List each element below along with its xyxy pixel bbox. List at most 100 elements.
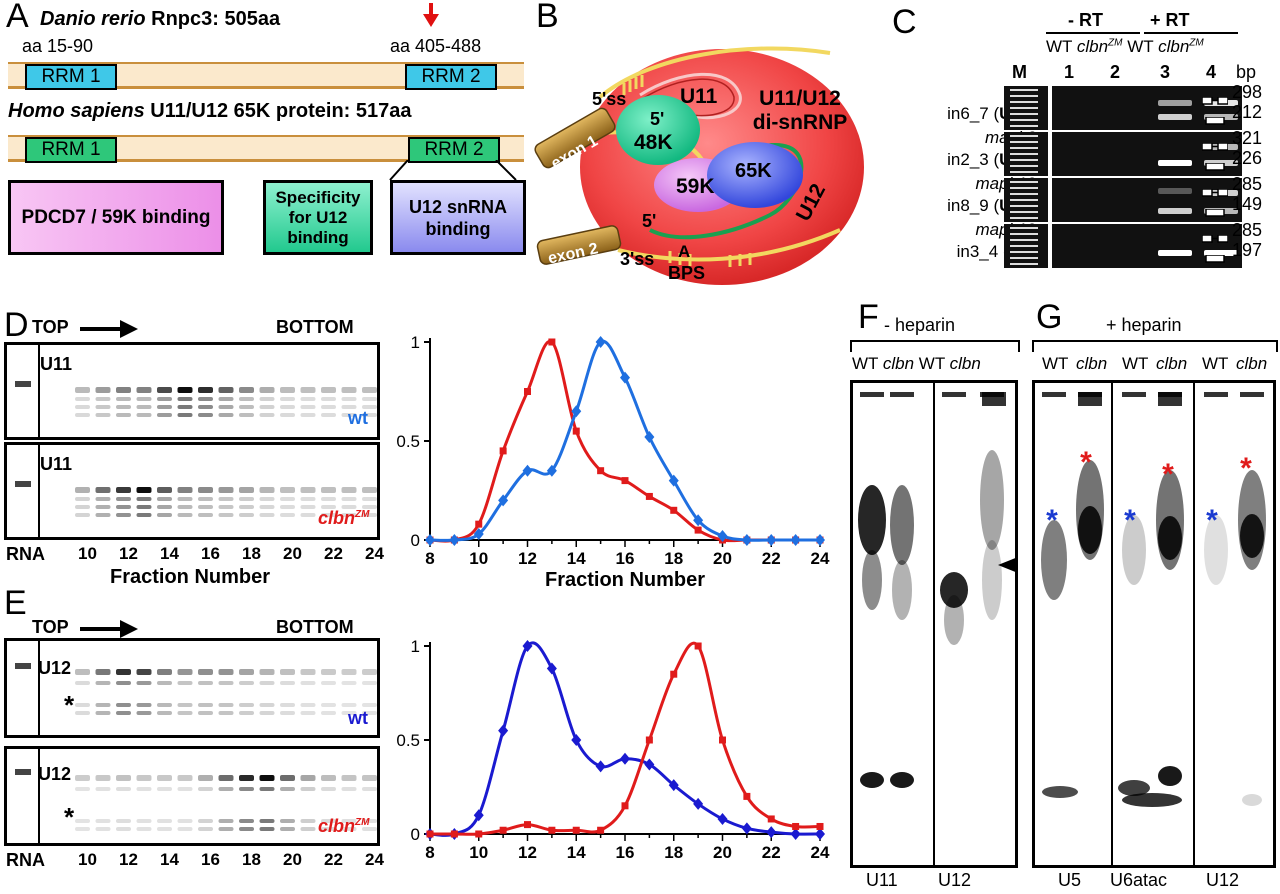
data-point-square xyxy=(645,736,653,744)
lane-2-label: 2 xyxy=(1110,62,1121,82)
gel-band xyxy=(280,497,295,501)
gel-smear xyxy=(1242,794,1262,806)
gel-band xyxy=(75,703,90,707)
gel-band xyxy=(239,703,254,707)
e-direction-arrow-icon xyxy=(80,620,138,638)
gel-band xyxy=(218,775,234,781)
gel-smear xyxy=(862,550,882,610)
gel-band xyxy=(136,819,152,823)
gel-band xyxy=(157,505,172,509)
f-well-heavy xyxy=(982,392,1006,406)
gel-band xyxy=(259,387,275,393)
d-fraction-ticks: 10 12 14 16 18 20 22 24 xyxy=(0,544,390,566)
c-marker-band xyxy=(1010,107,1038,109)
y-tick-label: 0 xyxy=(411,825,420,844)
gel-band xyxy=(95,827,111,831)
e-wt-band-group xyxy=(15,641,377,735)
data-point-diamond xyxy=(668,474,679,487)
gel-band xyxy=(341,397,357,401)
gel-band xyxy=(198,413,213,417)
lane-3-label: 3 xyxy=(1160,62,1171,82)
lane-4-label: 4 xyxy=(1206,62,1217,82)
gel-band xyxy=(341,775,357,781)
data-point-diamond xyxy=(815,534,825,546)
gel-band xyxy=(259,669,275,675)
gel-smear xyxy=(1122,793,1182,807)
gel-smear xyxy=(1204,515,1228,585)
fraction-tick-label: 14 xyxy=(160,544,179,563)
series-line-1 xyxy=(430,641,821,836)
gel-band xyxy=(218,787,234,791)
d-bottom-label: BOTTOM xyxy=(276,317,354,337)
gel-band xyxy=(239,669,254,675)
d-zm-text: ZM xyxy=(355,509,370,520)
c-zm-2: ZM xyxy=(1189,37,1204,49)
d-gel-wt xyxy=(4,342,380,440)
f-clbn-2: clbn xyxy=(949,354,981,373)
gel-band xyxy=(177,819,193,823)
data-point-diamond xyxy=(546,464,557,477)
gel-band xyxy=(75,787,90,791)
human-species: Homo sapiens xyxy=(8,100,145,122)
c-marker-band xyxy=(1010,125,1038,127)
d-gel-wt-bands xyxy=(15,345,377,437)
data-point-diamond xyxy=(522,640,533,652)
fraction-tick-label: 18 xyxy=(242,544,261,563)
gel-smear xyxy=(944,595,964,645)
x-tick-label: 8 xyxy=(425,549,434,568)
data-point-diamond xyxy=(620,371,630,384)
exon1-cylinder xyxy=(534,107,616,169)
gel-band xyxy=(157,669,172,675)
c-wt-2: WT xyxy=(1127,37,1154,56)
e-fraction-ticks: 10 12 14 16 18 20 22 24 xyxy=(0,850,390,872)
gel-band xyxy=(300,405,316,409)
gel-smear xyxy=(892,560,912,620)
gel-band xyxy=(218,487,234,493)
c-pcr-band xyxy=(1158,208,1192,214)
g-gel-frame xyxy=(1032,380,1276,868)
bp-label: bp xyxy=(1236,62,1257,82)
gel-band xyxy=(259,775,275,781)
d-clbn-label: clbnZM xyxy=(318,508,369,529)
y-tick-label: 0.5 xyxy=(396,731,420,750)
e-sedimentation-chart: 00.518 10 12 14 16 18 20 22 24 xyxy=(396,637,830,862)
gel-band xyxy=(341,497,357,501)
p65k-label: 65K xyxy=(735,160,772,182)
gel-band xyxy=(259,505,275,509)
data-point-diamond xyxy=(522,464,533,477)
gel-band xyxy=(198,681,213,685)
fraction-tick-label: 24 xyxy=(365,850,384,869)
c-size-label: 321 xyxy=(1232,128,1263,148)
red-arrow-icon xyxy=(423,3,439,27)
data-point-square xyxy=(572,427,580,435)
f-well xyxy=(860,392,884,397)
data-point-square xyxy=(597,467,605,475)
gel-band xyxy=(300,397,316,401)
c-marker-gel xyxy=(1004,178,1048,222)
gel-band xyxy=(321,513,336,517)
human-rrm2: RRM 2 xyxy=(408,137,500,163)
y-tick-label: 1 xyxy=(411,637,420,656)
e-gel-wt xyxy=(4,638,380,738)
gel-band xyxy=(239,787,254,791)
gel-smear xyxy=(860,772,884,788)
gel-band xyxy=(321,681,336,685)
gel-band xyxy=(198,711,213,715)
e-star-wt: * xyxy=(64,690,75,720)
gel-band xyxy=(321,497,336,501)
exon2-cylinder xyxy=(536,225,622,265)
gel-band xyxy=(116,405,131,409)
gel-band xyxy=(239,487,254,493)
e-top-label: TOP xyxy=(32,617,69,637)
data-point-diamond xyxy=(766,826,777,839)
gel-band xyxy=(239,775,254,781)
gel-band xyxy=(300,703,316,707)
gel-band xyxy=(177,775,193,781)
data-point-square xyxy=(524,821,531,829)
gel-band xyxy=(321,397,336,401)
data-point-diamond xyxy=(766,534,777,546)
fraction-tick-label: 20 xyxy=(283,850,302,869)
gel-band xyxy=(177,711,193,715)
c-size-label: 149 xyxy=(1232,194,1263,214)
gel-band xyxy=(136,505,152,509)
